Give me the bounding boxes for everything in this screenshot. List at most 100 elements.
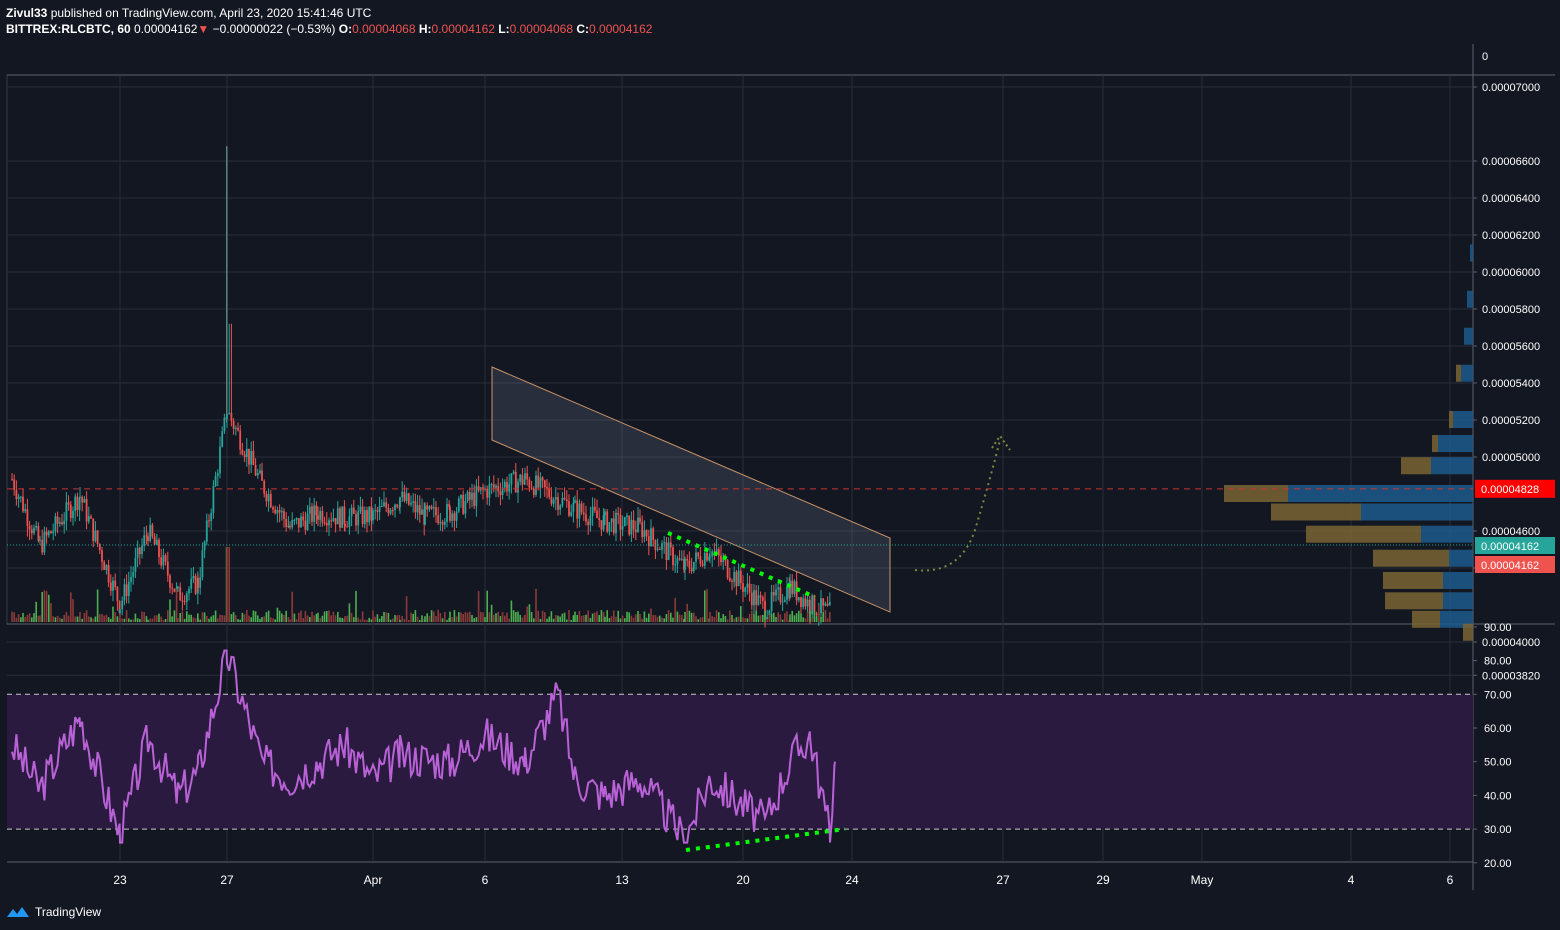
volume-bar [246,610,248,622]
candle-body [366,510,368,523]
volume-bar [722,614,724,622]
close-price-label: 0.00004162 [1481,560,1539,572]
volume-bar [272,618,274,622]
candle-body [250,450,253,465]
volume-bars [11,547,831,622]
candle-body [742,583,744,592]
volume-bar [744,618,746,622]
volume-bar [733,618,735,622]
candle-body [383,502,385,507]
symbol-label[interactable]: BITTREX:RLCBTC, 60 [6,22,131,36]
candle-body [289,525,291,528]
volume-bar [183,618,186,622]
volume-bar [570,619,572,622]
candle-body [79,496,81,498]
volume-bar [317,612,319,622]
candle-body [813,595,816,614]
volume-bar [433,611,435,622]
volume-bar [822,611,824,622]
volume-bar [22,612,24,622]
candle-body [630,519,633,535]
volume-bar [576,614,578,622]
publish-info: Zivul33 published on TradingView.com, Ap… [6,5,652,21]
volume-bar [401,616,403,622]
candle-body [197,577,199,588]
candle-body [385,502,388,508]
volume-bar [383,611,385,622]
volume-bar [37,615,40,622]
volume-bar [526,606,528,622]
candle-body [543,480,546,488]
candle-body [216,473,219,476]
candle-body [501,487,504,495]
volume-bar [83,612,86,622]
volume-bar [598,615,600,622]
candle-body [495,485,497,488]
top-axis-label: 0 [1482,51,1488,63]
candle-body [336,508,339,525]
candle-body [492,484,495,488]
time-axis-label: 6 [1447,873,1454,887]
candle-body [363,510,366,525]
volume-bar [212,615,215,622]
candle-body [683,559,685,570]
candle-body [147,536,149,541]
author-name[interactable]: Zivul33 [6,6,48,20]
candle-body [468,491,471,500]
candle-body [276,510,279,514]
candle-body [826,603,829,606]
volume-bar [328,610,330,622]
candle-body [797,597,800,601]
volume-bar [541,610,544,622]
candle-body [344,523,346,527]
candle-body [488,484,491,498]
candle-body [355,513,357,526]
candle-body [58,522,61,524]
candle-body [552,499,555,504]
candle-body [17,496,20,500]
volume-bar [430,610,433,622]
volume-bar [779,614,782,622]
volume-bar [617,610,619,622]
candle-body [608,522,611,532]
volume-bar [405,596,408,622]
volume-bar [208,618,210,622]
volume-profile-down [1224,485,1288,502]
time-axis-label: 4 [1348,873,1355,887]
volume-bar [65,611,68,622]
volume-bar [381,616,383,622]
volume-bar [158,613,160,622]
tradingview-footer[interactable]: TradingView [6,902,101,922]
candle-body [820,598,822,614]
volume-bar [160,616,162,622]
volume-bar [566,619,568,622]
volume-bar [348,603,351,622]
rsi-tick-label: 80.00 [1484,656,1512,668]
candle-body [179,586,182,601]
candle-body [125,584,128,596]
candle-body [777,587,780,590]
candle-body [407,493,410,505]
candle-body [15,490,18,500]
volume-bar [171,616,173,622]
candle-body [665,542,668,560]
rsi-tick-label: 20.00 [1484,858,1512,870]
candle-body [457,498,460,512]
volume-bar [321,615,324,622]
candle-body [699,556,702,564]
volume-bar [637,610,639,622]
volume-bar [353,617,355,622]
candle-body [278,510,281,513]
volume-bar [123,618,126,622]
volume-bar [186,611,188,622]
volume-bar [766,618,768,622]
volume-bar [829,612,831,622]
volume-bar [392,618,394,622]
candle-body [506,482,508,492]
volume-bar [334,615,337,622]
volume-bar [524,614,526,622]
close-label: C: [576,22,590,36]
volume-bar [110,618,112,622]
candle-body [212,486,215,513]
